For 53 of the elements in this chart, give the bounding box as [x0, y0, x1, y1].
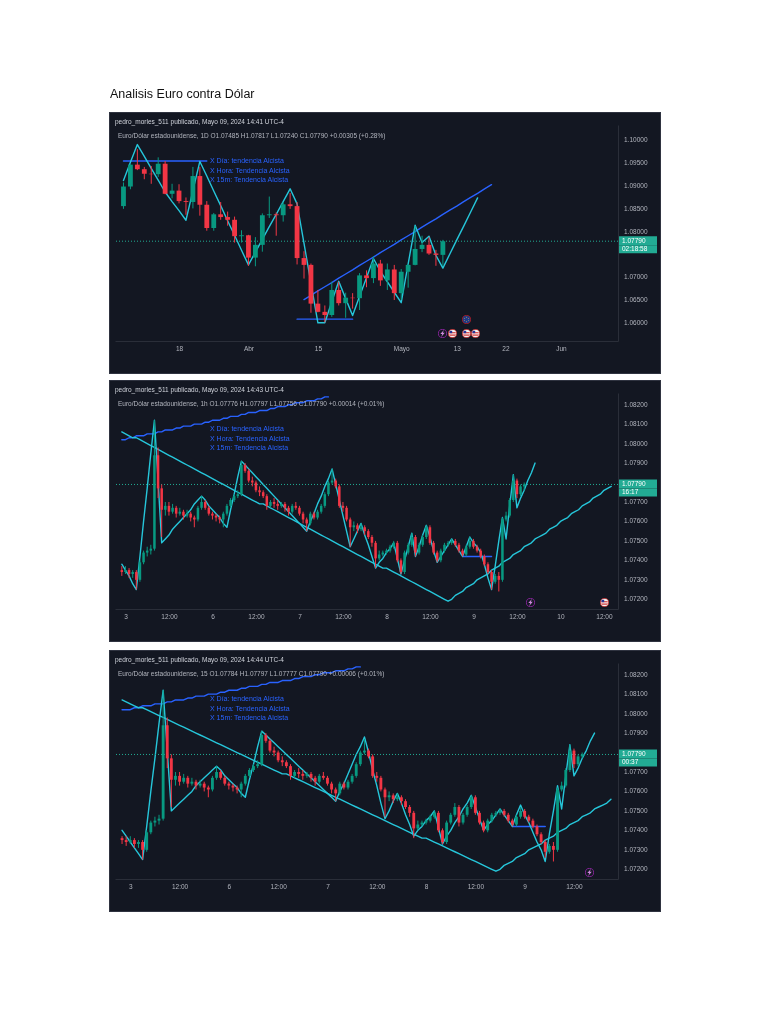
candlestick — [266, 196, 272, 219]
candlestick — [227, 781, 231, 790]
candlestick — [391, 264, 397, 301]
candlestick — [387, 790, 391, 802]
candlestick — [273, 211, 279, 237]
candlestick — [552, 841, 555, 862]
candlestick — [232, 216, 237, 244]
candlestick — [338, 483, 341, 509]
candlestick — [128, 163, 133, 190]
candlestick — [336, 281, 342, 306]
candlestick — [494, 810, 498, 818]
candlestick — [252, 236, 258, 267]
candlestick — [141, 839, 145, 861]
candlestick — [502, 808, 506, 818]
candlestick — [287, 192, 293, 210]
candlestick — [436, 810, 440, 833]
candlestick — [135, 569, 138, 591]
candlestick — [183, 196, 189, 216]
candlestick — [508, 497, 511, 519]
line-series — [122, 143, 479, 324]
candlestick — [134, 148, 140, 171]
candlestick — [568, 744, 572, 773]
candlestick — [343, 292, 349, 319]
candlestick — [512, 474, 515, 503]
candlestick — [377, 259, 383, 287]
candlestick — [357, 272, 362, 311]
candlestick — [412, 810, 416, 839]
candlestick — [371, 753, 375, 779]
candlestick — [398, 268, 404, 301]
candlestick — [153, 816, 157, 827]
candlestick — [145, 829, 149, 853]
candlestick — [371, 255, 376, 284]
candlestick — [313, 775, 317, 787]
candlestick — [169, 753, 173, 808]
candlestick — [198, 779, 202, 789]
candlestick — [384, 263, 390, 291]
line-series — [303, 184, 493, 301]
candlestick — [473, 794, 477, 816]
candlestick — [204, 200, 210, 232]
candlestick — [564, 767, 568, 789]
text: Analisis Euro contra Dólar — [110, 87, 255, 101]
candlestick — [280, 201, 286, 223]
candlestick — [445, 820, 449, 845]
candlestick — [412, 225, 418, 266]
candlestick — [239, 229, 244, 244]
candlestick — [414, 534, 417, 557]
candlestick — [155, 156, 161, 178]
candlestick — [405, 263, 411, 289]
candlestick — [403, 550, 406, 575]
candlestick — [246, 234, 251, 267]
candlestick — [190, 777, 194, 787]
candlestick — [121, 181, 126, 210]
candlestick — [440, 239, 446, 267]
